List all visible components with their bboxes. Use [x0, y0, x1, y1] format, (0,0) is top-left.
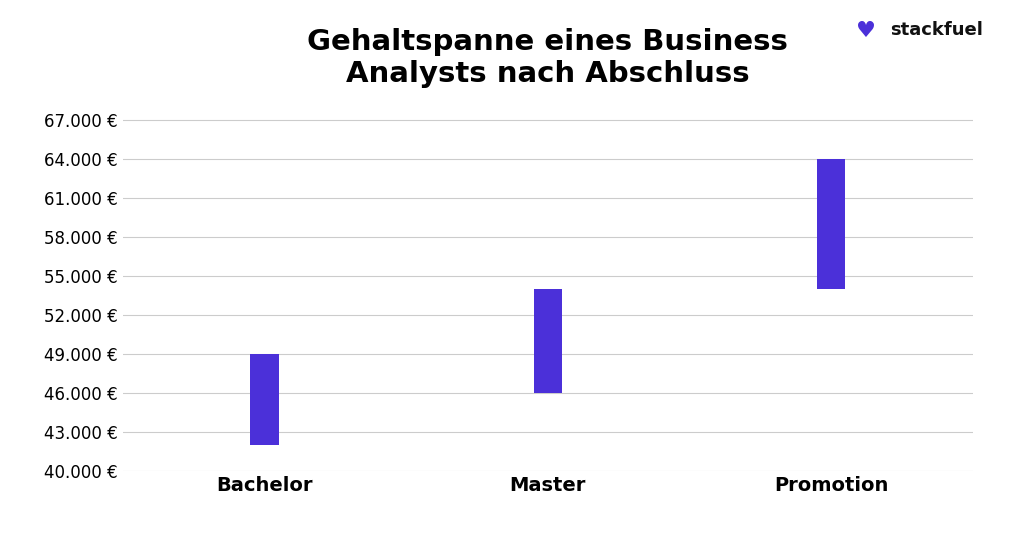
- Text: stackfuel: stackfuel: [890, 21, 983, 40]
- Text: ♥: ♥: [855, 21, 876, 41]
- Bar: [250, 354, 279, 445]
- Bar: [817, 159, 845, 289]
- Title: Gehaltspanne eines Business
Analysts nach Abschluss: Gehaltspanne eines Business Analysts nac…: [307, 28, 788, 88]
- Bar: [534, 289, 562, 393]
